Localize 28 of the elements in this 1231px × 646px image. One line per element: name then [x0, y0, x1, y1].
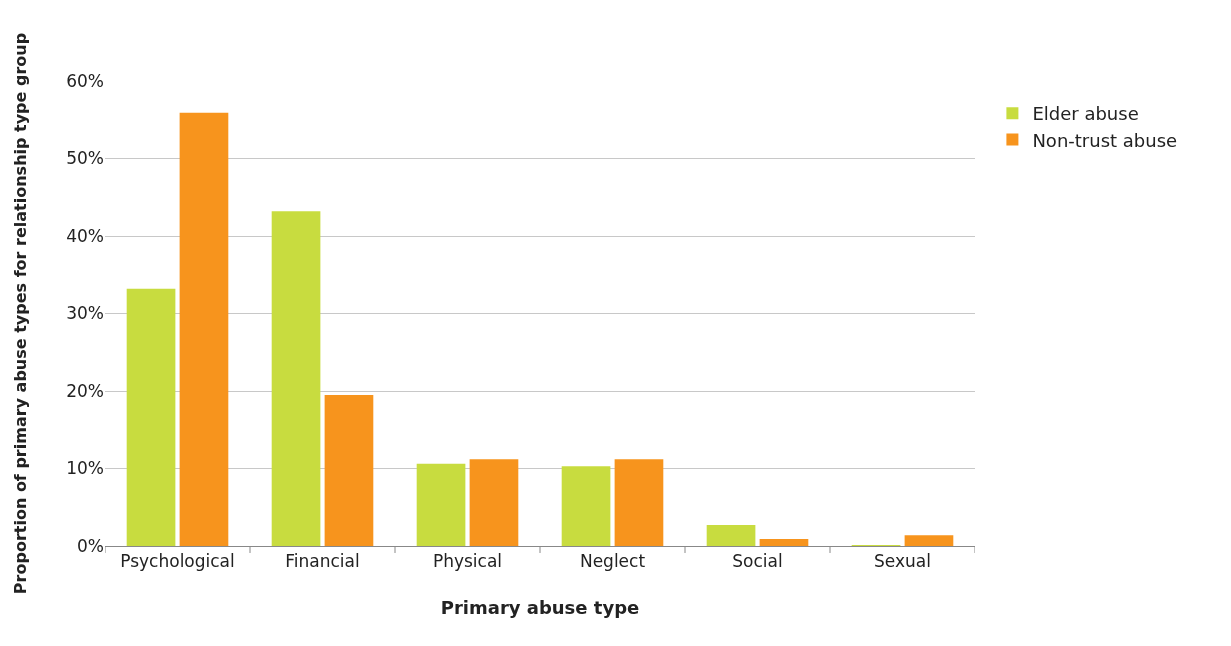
bar — [561, 466, 611, 546]
y-tick-label: 10% — [66, 458, 104, 479]
bar — [126, 288, 176, 546]
x-tick-label: Sexual — [874, 551, 931, 572]
bar — [271, 211, 321, 546]
bar — [179, 112, 229, 546]
bar — [614, 459, 664, 546]
bar — [706, 525, 756, 546]
x-tick-label: Psychological — [120, 551, 235, 572]
legend-label: Non-trust abuse — [1032, 129, 1178, 151]
x-tick-label: Neglect — [579, 551, 646, 572]
y-tick-label: 60% — [66, 70, 104, 91]
y-tick-label: 50% — [66, 148, 104, 169]
bar — [759, 539, 809, 546]
x-tick-label: Financial — [285, 551, 360, 572]
bar — [416, 463, 466, 546]
legend-label: Elder abuse — [1032, 103, 1139, 125]
bar — [324, 394, 374, 546]
y-tick-label: 40% — [66, 225, 104, 246]
x-axis-title: Primary abuse type — [440, 596, 640, 618]
x-tick-label: Social — [732, 551, 783, 572]
y-axis-title: Proportion of primary abuse types for relationship type group — [11, 32, 31, 595]
bar — [469, 459, 519, 546]
y-tick-label: 30% — [66, 303, 104, 324]
bar — [904, 535, 954, 546]
y-tick-label: 0% — [77, 535, 104, 556]
x-tick-label: Physical — [432, 551, 503, 572]
y-tick-label: 20% — [66, 380, 104, 401]
